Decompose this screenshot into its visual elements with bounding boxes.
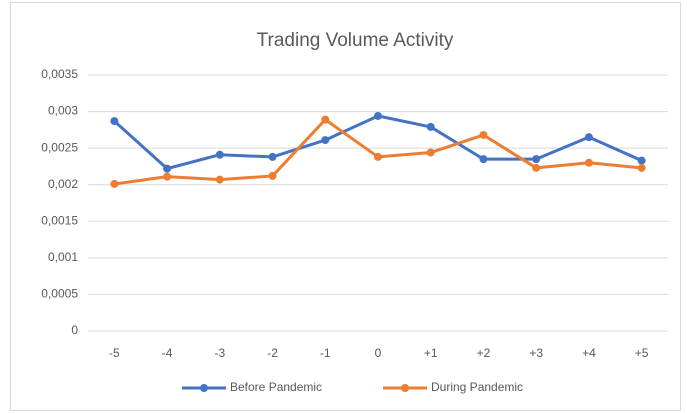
point — [110, 179, 119, 188]
point — [532, 163, 541, 172]
x-tick-label: +1 — [424, 346, 438, 360]
point — [584, 158, 593, 167]
point — [268, 152, 277, 161]
chart-title: Trading Volume Activity — [257, 30, 454, 51]
chart-frame — [10, 2, 681, 411]
point — [110, 117, 119, 126]
x-tick-label: -5 — [109, 346, 120, 360]
y-tick-label: 0,0025 — [41, 140, 78, 154]
legend-label: During Pandemic — [431, 380, 523, 394]
y-tick-label: 0,002 — [48, 177, 78, 191]
point — [163, 164, 172, 173]
point — [426, 122, 435, 131]
y-tick-label: 0,001 — [48, 250, 78, 264]
x-tick-label: -3 — [214, 346, 225, 360]
point — [215, 175, 224, 184]
point — [479, 155, 488, 164]
point — [163, 172, 172, 181]
x-tick-label: +3 — [529, 346, 543, 360]
legend-label: Before Pandemic — [230, 380, 322, 394]
y-tick-label: 0,003 — [48, 104, 78, 118]
legend-marker — [200, 384, 208, 392]
y-tick-label: 0,0015 — [41, 213, 78, 227]
x-tick-label: +4 — [582, 346, 596, 360]
point — [479, 130, 488, 139]
y-tick-label: 0,0005 — [41, 287, 78, 301]
point — [584, 133, 593, 142]
point — [215, 150, 224, 159]
legend-marker — [401, 384, 409, 392]
point — [532, 155, 541, 164]
point — [637, 156, 646, 165]
x-tick-label: +2 — [477, 346, 491, 360]
point — [374, 111, 382, 120]
point — [426, 148, 435, 157]
x-tick-label: 0 — [375, 346, 382, 360]
point — [268, 171, 277, 180]
point — [321, 115, 330, 124]
x-tick-label: -1 — [320, 346, 331, 360]
x-tick-label: +5 — [635, 346, 649, 360]
point — [374, 152, 382, 161]
point — [321, 136, 330, 145]
x-tick-label: -4 — [162, 346, 173, 360]
point — [637, 163, 646, 172]
x-tick-label: -2 — [267, 346, 278, 360]
y-tick-label: 0,0035 — [41, 67, 78, 81]
y-tick-label: 0 — [71, 323, 78, 337]
